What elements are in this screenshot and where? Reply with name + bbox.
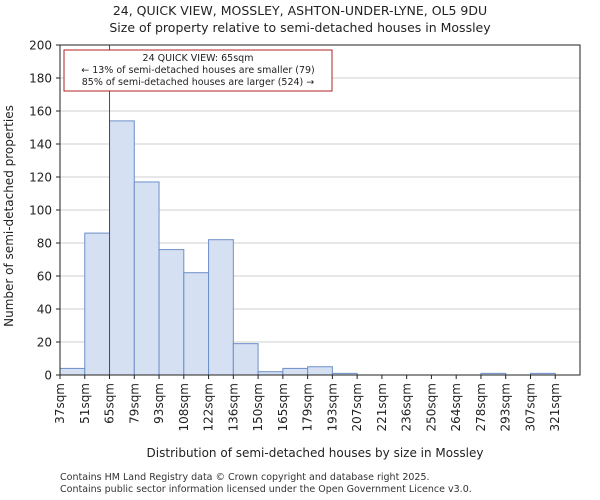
chart-svg: 24, QUICK VIEW, MOSSLEY, ASHTON-UNDER-LY… — [2, 3, 581, 460]
x-tick-label: 207sqm — [350, 383, 364, 431]
bar — [59, 367, 86, 376]
y-tick-label: 100 — [29, 204, 52, 218]
bars-group — [59, 120, 556, 376]
footer-line-2: Contains public sector information licen… — [60, 484, 472, 495]
x-tick-label: 193sqm — [325, 383, 339, 431]
x-tick-label: 37sqm — [53, 383, 67, 424]
x-tick-label: 264sqm — [449, 383, 463, 431]
y-tick-label: 40 — [37, 303, 52, 317]
x-tick-label: 122sqm — [202, 383, 216, 431]
x-tick-label: 136sqm — [226, 383, 240, 431]
bar — [109, 120, 135, 376]
annotation-title: 24 QUICK VIEW: 65sqm — [143, 53, 254, 64]
bar — [158, 249, 185, 376]
y-tick-label: 20 — [37, 336, 52, 350]
bar — [133, 181, 160, 376]
bar — [208, 239, 234, 376]
x-tick-label: 93sqm — [152, 383, 166, 424]
chart-title: 24, QUICK VIEW, MOSSLEY, ASHTON-UNDER-LY… — [113, 3, 487, 18]
y-tick-label: 200 — [29, 39, 52, 53]
x-tick-label: 165sqm — [276, 383, 290, 431]
x-tick-label: 293sqm — [499, 383, 513, 431]
x-tick-labels: 37sqm 51sqm 65sqm 79sqm 93sqm 108sqm 122sqm 136… — [53, 375, 562, 431]
annotation-box: 24 QUICK VIEW: 65sqm ← 13% of semi-detac… — [63, 49, 333, 92]
bar — [84, 232, 111, 376]
annotation-larger: 85% of semi-detached houses are larger (… — [82, 77, 315, 88]
x-tick-label: 79sqm — [127, 383, 141, 424]
bar — [282, 367, 309, 376]
chart-subtitle: Size of property relative to semi-detach… — [109, 20, 491, 35]
x-tick-label: 221sqm — [375, 383, 389, 431]
annotation-border — [63, 49, 333, 92]
x-tick-label: 179sqm — [301, 383, 315, 431]
x-tick-label: 108sqm — [177, 383, 191, 431]
x-tick-label: 278sqm — [474, 383, 488, 431]
bar — [183, 272, 210, 376]
y-tick-label: 0 — [44, 369, 52, 383]
y-tick-label: 140 — [29, 138, 52, 152]
y-tick-label: 180 — [29, 72, 52, 86]
footer-line-1: Contains HM Land Registry data © Crown c… — [60, 472, 430, 483]
x-axis-label: Distribution of semi-detached houses by … — [147, 446, 484, 460]
bar — [307, 366, 333, 376]
y-tick-labels: 0 20 40 60 80 100 120 140 160 180 200 — [29, 39, 60, 383]
y-axis-label: Number of semi-detached properties — [2, 105, 16, 327]
y-tick-label: 80 — [37, 237, 52, 251]
y-tick-label: 160 — [29, 105, 52, 119]
x-tick-label: 51sqm — [78, 383, 92, 424]
x-tick-label: 307sqm — [523, 383, 537, 431]
y-tick-label: 60 — [37, 270, 52, 284]
x-tick-label: 236sqm — [400, 383, 414, 431]
x-tick-label: 150sqm — [251, 383, 265, 431]
x-tick-label: 65sqm — [103, 383, 117, 424]
y-tick-label: 120 — [29, 171, 52, 185]
bar — [232, 343, 259, 376]
x-tick-label: 321sqm — [548, 383, 562, 431]
annotation-smaller: ← 13% of semi-detached houses are smalle… — [81, 65, 315, 76]
x-tick-label: 250sqm — [424, 383, 438, 431]
